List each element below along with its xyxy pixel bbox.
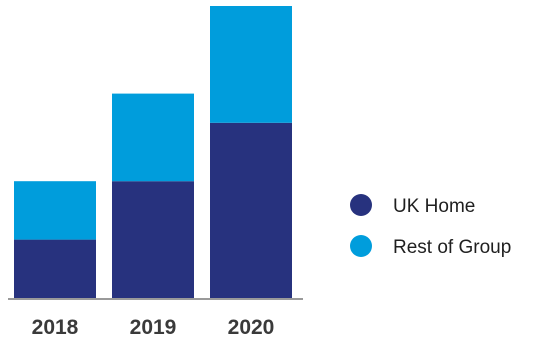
legend-swatch-rest-of-group: [350, 235, 372, 257]
x-tick-label-2018: 2018: [32, 316, 79, 339]
bar-2019-rest-of-group: [112, 93, 194, 182]
legend: UK Home Rest of Group: [350, 194, 511, 258]
bar-2020-rest-of-group: [210, 6, 292, 123]
legend-swatch-uk-home: [350, 194, 372, 216]
x-tick-labels: 2018 2019 2020: [32, 316, 275, 339]
bars-group: [14, 6, 292, 298]
bar-2018-uk-home: [14, 239, 96, 298]
bar-2019-uk-home: [112, 181, 194, 298]
legend-item-uk-home: UK Home: [350, 194, 475, 217]
legend-label-uk-home: UK Home: [393, 196, 475, 217]
x-tick-label-2020: 2020: [228, 316, 275, 339]
legend-item-rest-of-group: Rest of Group: [350, 235, 511, 258]
x-tick-label-2019: 2019: [130, 316, 177, 339]
legend-label-rest-of-group: Rest of Group: [393, 237, 511, 258]
bar-2018-rest-of-group: [14, 181, 96, 240]
bar-2020-uk-home: [210, 122, 292, 298]
